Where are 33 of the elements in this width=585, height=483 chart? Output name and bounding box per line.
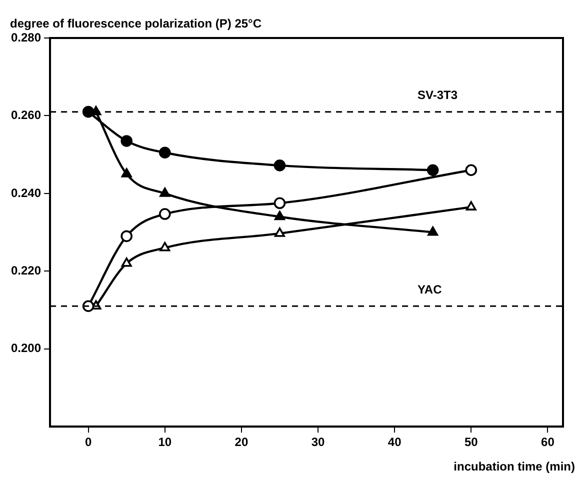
x-tick-label: 50 [464,435,478,450]
y-tick-label: 0.260 [11,108,42,122]
point [82,106,94,118]
point [121,257,132,267]
point [160,242,170,252]
x-tick-label: 20 [234,435,248,450]
point [160,188,170,197]
x-tick-label: 10 [158,435,172,450]
x-tick-label: 40 [388,435,402,450]
point [274,160,286,172]
point [120,135,132,147]
y-tick-label: 0.280 [11,30,42,44]
point [274,197,286,210]
x-axis-title: incubation time (min) [454,459,575,474]
point [158,208,171,220]
y-tick-label: 0.220 [11,263,42,278]
point [426,164,439,176]
y-axis-title: degree of fluorescence polarization (P) 25°C [10,16,262,30]
point [274,210,285,220]
point [428,226,438,236]
ref-line-label: SV-3T3 [418,88,458,102]
y-tick-label: 0.240 [11,186,42,200]
point [465,164,478,176]
x-tick-label: 30 [311,435,325,450]
point [158,146,171,159]
point [466,201,476,210]
point [121,168,132,178]
ref-line-label: YAC [418,282,442,296]
point [120,230,132,242]
y-tick-label: 0.200 [11,341,42,356]
x-tick-label: 0 [84,435,92,450]
x-tick-label: 60 [541,435,555,450]
point [274,228,285,237]
